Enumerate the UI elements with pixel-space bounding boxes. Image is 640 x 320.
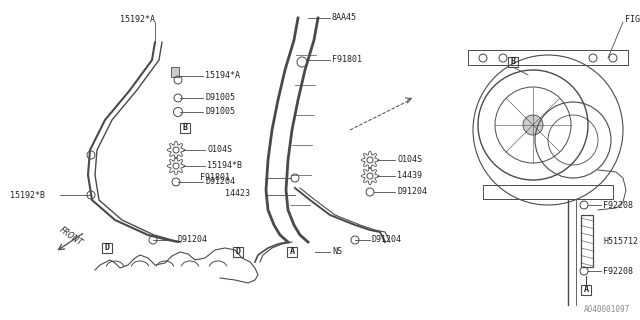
Bar: [180, 123, 190, 133]
Text: F91801: F91801: [200, 172, 230, 181]
Bar: [581, 215, 593, 267]
Text: O104S: O104S: [207, 146, 232, 155]
Text: 15192*A: 15192*A: [120, 14, 155, 23]
Text: D: D: [236, 247, 241, 257]
Text: NS: NS: [332, 247, 342, 257]
Text: 14439: 14439: [397, 172, 422, 180]
Text: 15192*B: 15192*B: [10, 190, 45, 199]
Text: D91204: D91204: [177, 236, 207, 244]
Bar: [508, 57, 518, 67]
Bar: [171, 67, 179, 77]
Text: D91005: D91005: [205, 93, 235, 102]
Bar: [483, 185, 613, 199]
Text: 14423: 14423: [225, 189, 250, 198]
Bar: [468, 50, 628, 65]
Bar: [581, 285, 591, 295]
Text: FRONT: FRONT: [58, 225, 84, 247]
Bar: [102, 243, 112, 253]
Text: F92208: F92208: [603, 201, 633, 210]
Text: O104S: O104S: [397, 156, 422, 164]
Text: D91204: D91204: [397, 188, 427, 196]
Text: 8AA45: 8AA45: [332, 12, 357, 21]
Bar: [287, 247, 297, 257]
Text: D91204: D91204: [205, 178, 235, 187]
Text: A040001097: A040001097: [584, 305, 630, 314]
Text: A: A: [289, 247, 294, 257]
Bar: [233, 247, 243, 257]
Text: B: B: [511, 58, 515, 67]
Text: A: A: [584, 285, 589, 294]
Text: 15194*B: 15194*B: [207, 162, 242, 171]
Text: 15194*A: 15194*A: [205, 71, 240, 81]
Text: H515712: H515712: [603, 236, 638, 245]
Text: B: B: [182, 124, 188, 132]
Text: D91005: D91005: [205, 108, 235, 116]
Text: F92208: F92208: [603, 267, 633, 276]
Circle shape: [523, 115, 543, 135]
Text: D: D: [104, 244, 109, 252]
Text: FIG.073: FIG.073: [625, 15, 640, 25]
Text: D91204: D91204: [372, 236, 402, 244]
Text: F91801: F91801: [332, 55, 362, 65]
